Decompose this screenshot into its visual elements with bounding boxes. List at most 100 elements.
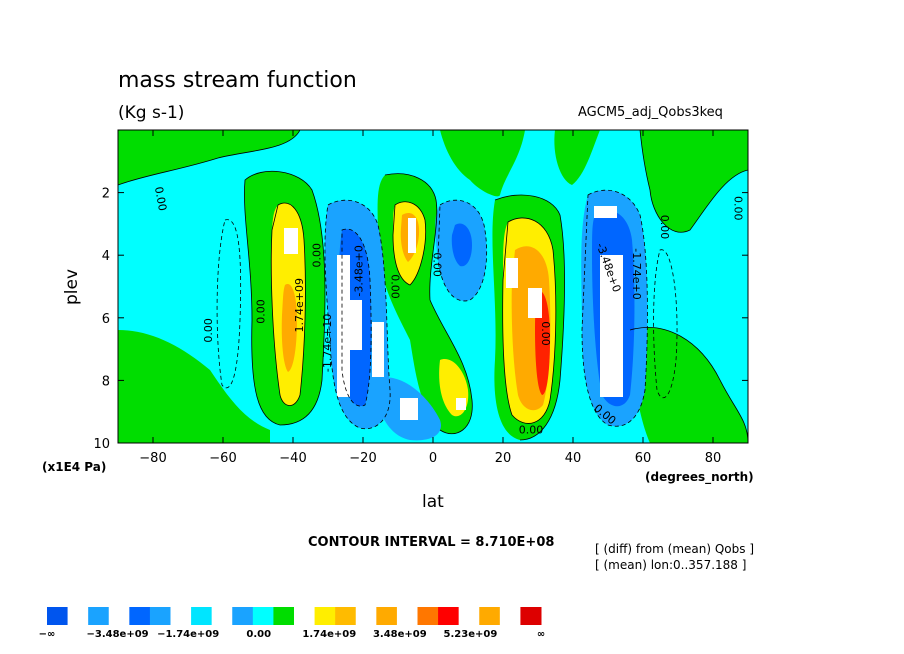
x-axis-label: lat: [422, 492, 444, 512]
missing-data-block: [528, 288, 542, 318]
y-tick-label: 10: [93, 437, 110, 452]
contour-labels: 0.00 0.00 0.00 1.74e+09 0.00 -1.74e+10 -3.48e+…: [152, 186, 745, 437]
contour-line: [437, 199, 488, 302]
colorbar-swatch: [520, 607, 542, 625]
x-axis-unit: (degrees_north): [645, 470, 754, 484]
colorbar: −∞ −3.48e+09 −1.74e+09 0.00 1.74e+09 3.48e+09…: [39, 607, 545, 640]
contour-label: 0.00: [658, 215, 671, 240]
contour-line: [629, 327, 748, 443]
colorbar-swatch: [458, 607, 480, 625]
colorbar-label: 5.23e+09: [444, 629, 498, 640]
y-tick-label: 8: [102, 374, 110, 389]
y-axis-ticks: 2 4 6 8 10: [93, 187, 748, 452]
contour-line: [216, 219, 242, 389]
x-tick-label: 40: [565, 451, 582, 466]
run-name: AGCM5_adj_Qobs3keq: [578, 105, 723, 120]
contour-label: 0.00: [202, 318, 215, 343]
missing-data-block: [337, 255, 350, 397]
negative-contour-lines: [216, 189, 678, 430]
y-tick-label: 6: [102, 312, 110, 327]
units-label: (Kg s-1): [118, 103, 185, 123]
contour-label: -1.74e+10: [321, 314, 334, 372]
contour-line: [639, 130, 748, 233]
contour-label: 1.74e+09: [293, 278, 306, 332]
colorbar-label: −∞: [39, 629, 56, 640]
colorbar-swatch: [47, 607, 69, 625]
positive-cell-north-tropic: [440, 130, 525, 197]
contour-label: -1.74e+0: [630, 248, 643, 299]
positive-cell-south-high: [118, 130, 300, 185]
contour-label: 0.00: [539, 321, 552, 346]
contour-label: 0.00: [519, 423, 544, 436]
colorbar-swatch: [273, 607, 295, 625]
x-tick-label: 20: [495, 451, 512, 466]
colorbar-label: ∞: [537, 629, 545, 640]
colorbar-swatch: [294, 607, 316, 625]
colorbar-swatch: [499, 607, 521, 625]
colorbar-swatch: [149, 607, 171, 625]
positive-cell-north-high: [554, 130, 600, 185]
chart-title: mass stream function: [118, 68, 357, 93]
contour-line: [581, 189, 648, 427]
contour-line: [217, 130, 301, 159]
colorbar-swatch: [438, 607, 460, 625]
x-tick-label: −80: [139, 451, 166, 466]
contour-line: [270, 202, 306, 406]
positive-core-south-inner: [281, 284, 297, 372]
colorbar-label: 0.00: [246, 629, 271, 640]
colorbar-swatch: [376, 607, 398, 625]
contour-label: 0.00: [431, 252, 444, 277]
contour-label: -3.48e+0: [353, 245, 366, 296]
colorbar-swatch: [335, 607, 357, 625]
x-tick-label: −40: [279, 451, 306, 466]
contour-lines: [118, 130, 748, 443]
colorbar-swatch: [88, 607, 110, 625]
contour-line: [341, 228, 372, 407]
missing-data-block: [284, 228, 298, 254]
colorbar-label: 1.74e+09: [302, 629, 356, 640]
colorbar-swatch: [417, 607, 439, 625]
x-tick-label: 80: [705, 451, 722, 466]
x-axis-ticks: −80 −60 −40 −20 0 20 40 60 80: [139, 130, 721, 466]
missing-data-block: [600, 255, 623, 397]
colorbar-swatch: [108, 607, 130, 625]
colorbar-swatch: [396, 607, 418, 625]
contour-line: [384, 173, 473, 435]
colorbar-swatch: [479, 607, 501, 625]
contour-label: 0.00: [389, 274, 402, 299]
x-tick-label: −20: [349, 451, 376, 466]
x-tick-label: −60: [209, 451, 236, 466]
y-axis-multiplier: (x1E4 Pa): [42, 460, 107, 474]
contour-label: 0.00: [255, 299, 268, 324]
mean-note: [ (mean) lon:0..357.188 ]: [595, 558, 747, 572]
positive-cell-polar: [640, 130, 748, 233]
colorbar-swatch: [191, 607, 213, 625]
contour-line: [494, 194, 565, 441]
missing-data-block: [456, 398, 466, 410]
contour-line: [118, 157, 219, 186]
colorbar-swatch: [355, 607, 377, 625]
negative-cell-equator-core: [451, 223, 472, 267]
contour-field: [118, 130, 748, 443]
contour-line: [653, 249, 678, 399]
colorbar-label: −3.48e+09: [87, 629, 149, 640]
contour-line: [392, 201, 427, 286]
contour-label: 0.00: [732, 196, 745, 221]
missing-data-block: [594, 206, 617, 218]
diff-note: [ (diff) from (mean) Qobs ]: [595, 542, 754, 556]
contour-interval: CONTOUR INTERVAL = 8.710E+08: [308, 535, 555, 550]
x-tick-label: 0: [429, 451, 437, 466]
colorbar-swatch: [232, 607, 254, 625]
x-tick-label: 60: [635, 451, 652, 466]
missing-data-block: [400, 398, 418, 420]
colorbar-swatch: [170, 607, 192, 625]
contour-label: 0.00: [311, 243, 324, 268]
missing-data-block: [506, 258, 518, 288]
missing-data-block: [408, 218, 416, 253]
positive-cell-polar-low: [630, 327, 748, 443]
y-tick-label: 4: [102, 249, 110, 264]
colorbar-swatch: [314, 607, 336, 625]
contour-line: [502, 217, 557, 424]
colorbar-swatch: [211, 607, 233, 625]
